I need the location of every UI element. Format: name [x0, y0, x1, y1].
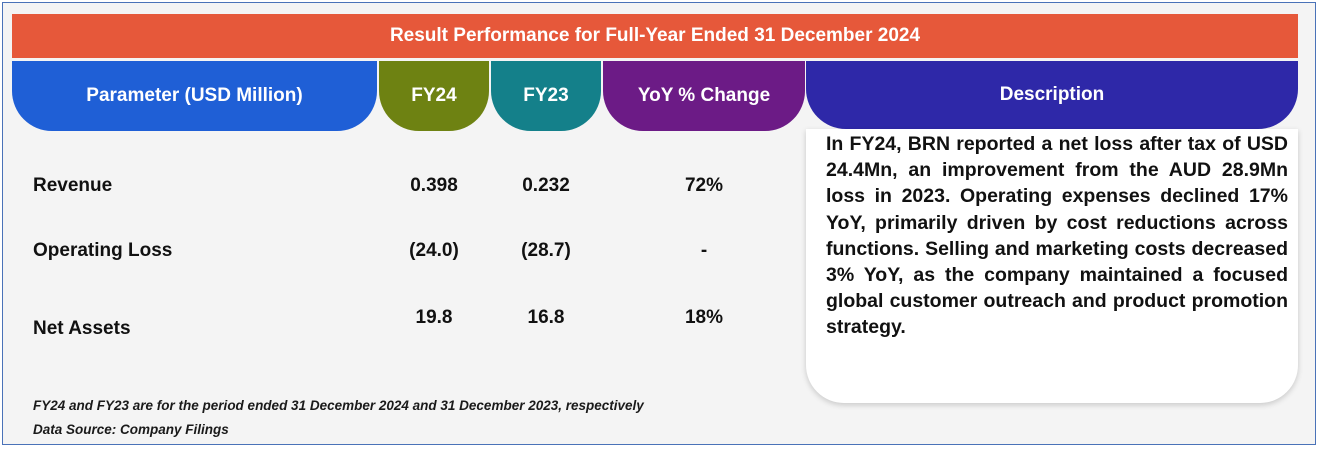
header-description: Description: [806, 61, 1298, 129]
operating-loss-yoy: -: [700, 240, 708, 261]
net-assets-fy23: 16.8: [527, 307, 565, 328]
header-fy23: FY23: [491, 61, 601, 131]
revenue-yoy: 72%: [684, 175, 724, 196]
revenue-fy23: 0.232: [522, 175, 570, 196]
description-panel: [806, 129, 1298, 403]
row-label-net-assets: Net Assets: [33, 318, 131, 339]
footnote-period: FY24 and FY23 are for the period ended 3…: [33, 398, 644, 413]
footnote-source: Data Source: Company Filings: [33, 422, 229, 437]
header-parameter: Parameter (USD Million): [12, 61, 377, 131]
net-assets-yoy: 18%: [684, 307, 724, 328]
revenue-fy24: 0.398: [410, 175, 458, 196]
header-fy24: FY24: [379, 61, 489, 131]
net-assets-fy24: 19.8: [415, 307, 453, 328]
description-text: In FY24, BRN reported a net loss after t…: [826, 133, 1288, 339]
table-title: Result Performance for Full-Year Ended 3…: [12, 14, 1298, 58]
header-yoy-change: YoY % Change: [603, 61, 805, 131]
row-label-revenue: Revenue: [33, 175, 113, 196]
row-label-operating-loss: Operating Loss: [33, 240, 173, 261]
operating-loss-fy23: (28.7): [521, 240, 571, 261]
operating-loss-fy24: (24.0): [409, 240, 459, 261]
